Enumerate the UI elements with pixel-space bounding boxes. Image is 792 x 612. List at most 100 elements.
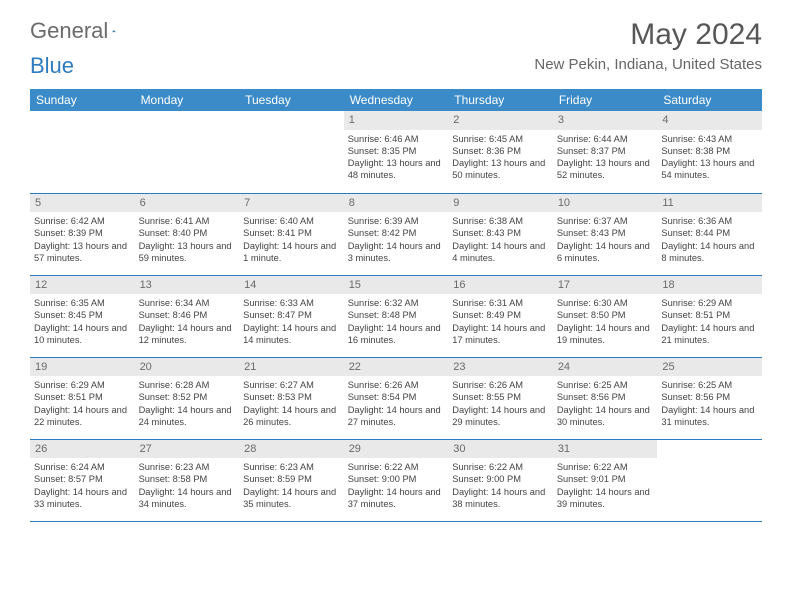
daylight-text: Daylight: 14 hours and 22 minutes. (34, 404, 131, 429)
day-number: 6 (135, 194, 240, 213)
calendar-day-cell: 16Sunrise: 6:31 AMSunset: 8:49 PMDayligh… (448, 275, 553, 357)
day-number: 29 (344, 440, 449, 459)
sunrise-text: Sunrise: 6:26 AM (348, 379, 445, 391)
day-number: 9 (448, 194, 553, 213)
daylight-text: Daylight: 14 hours and 3 minutes. (348, 240, 445, 265)
calendar-day-cell: 29Sunrise: 6:22 AMSunset: 9:00 PMDayligh… (344, 439, 449, 521)
sunrise-text: Sunrise: 6:28 AM (139, 379, 236, 391)
daylight-text: Daylight: 14 hours and 4 minutes. (452, 240, 549, 265)
day-number: 8 (344, 194, 449, 213)
daylight-text: Daylight: 14 hours and 37 minutes. (348, 486, 445, 511)
weekday-header: Monday (135, 89, 240, 111)
sunset-text: Sunset: 8:43 PM (452, 227, 549, 239)
sunset-text: Sunset: 8:47 PM (243, 309, 340, 321)
brand-logo: General (30, 18, 136, 44)
calendar-day-cell: 4Sunrise: 6:43 AMSunset: 8:38 PMDaylight… (657, 111, 762, 193)
sunrise-text: Sunrise: 6:42 AM (34, 215, 131, 227)
calendar-day-cell: 3Sunrise: 6:44 AMSunset: 8:37 PMDaylight… (553, 111, 658, 193)
sunset-text: Sunset: 8:49 PM (452, 309, 549, 321)
sunset-text: Sunset: 8:35 PM (348, 145, 445, 157)
daylight-text: Daylight: 14 hours and 8 minutes. (661, 240, 758, 265)
day-number: 16 (448, 276, 553, 295)
sunset-text: Sunset: 8:52 PM (139, 391, 236, 403)
daylight-text: Daylight: 14 hours and 17 minutes. (452, 322, 549, 347)
daylight-text: Daylight: 14 hours and 39 minutes. (557, 486, 654, 511)
sunset-text: Sunset: 8:40 PM (139, 227, 236, 239)
calendar-week-row: 19Sunrise: 6:29 AMSunset: 8:51 PMDayligh… (30, 357, 762, 439)
sunset-text: Sunset: 8:53 PM (243, 391, 340, 403)
sunset-text: Sunset: 8:44 PM (661, 227, 758, 239)
day-number: 2 (448, 111, 553, 130)
sunrise-text: Sunrise: 6:36 AM (661, 215, 758, 227)
sunset-text: Sunset: 8:36 PM (452, 145, 549, 157)
sunrise-text: Sunrise: 6:32 AM (348, 297, 445, 309)
calendar-day-cell: 21 Sunrise: 6:27 AMSunset: 8:53 PMDayligh… (239, 357, 344, 439)
sunrise-text: Sunrise: 6:34 AM (139, 297, 236, 309)
sunrise-text: Sunrise: 6:26 AM (452, 379, 549, 391)
sunset-text: Sunset: 8:45 PM (34, 309, 131, 321)
sunrise-text: Sunrise: 6:23 AM (139, 461, 236, 473)
weekday-header: Wednesday (344, 89, 449, 111)
daylight-text: Daylight: 14 hours and 21 minutes. (661, 322, 758, 347)
day-number: 28 (239, 440, 344, 459)
sunset-text: Sunset: 8:46 PM (139, 309, 236, 321)
day-number: 5 (30, 194, 135, 213)
sunrise-text: Sunrise: 6:46 AM (348, 133, 445, 145)
daylight-text: Daylight: 13 hours and 52 minutes. (557, 157, 654, 182)
day-number: 4 (657, 111, 762, 130)
sunset-text: Sunset: 8:54 PM (348, 391, 445, 403)
day-number: 21 (239, 358, 344, 377)
daylight-text: Daylight: 14 hours and 19 minutes. (557, 322, 654, 347)
weekday-header: Saturday (657, 89, 762, 111)
sunset-text: Sunset: 8:58 PM (139, 473, 236, 485)
daylight-text: Daylight: 14 hours and 27 minutes. (348, 404, 445, 429)
sunset-text: Sunset: 8:56 PM (557, 391, 654, 403)
daylight-text: Daylight: 14 hours and 30 minutes. (557, 404, 654, 429)
day-number: 30 (448, 440, 553, 459)
day-number: 14 (239, 276, 344, 295)
sunrise-text: Sunrise: 6:25 AM (661, 379, 758, 391)
calendar-week-row: 12Sunrise: 6:35 AMSunset: 8:45 PMDayligh… (30, 275, 762, 357)
sunrise-text: Sunrise: 6:43 AM (661, 133, 758, 145)
weekday-header: Thursday (448, 89, 553, 111)
day-number: 12 (30, 276, 135, 295)
calendar-page: General May 2024 New Pekin, Indiana, Uni… (0, 0, 792, 532)
calendar-day-cell: 14 Sunrise: 6:33 AMSunset: 8:47 PMDayligh… (239, 275, 344, 357)
calendar-week-row: 26Sunrise: 6:24 AMSunset: 8:57 PMDayligh… (30, 439, 762, 521)
calendar-day-cell: 27Sunrise: 6:23 AMSunset: 8:58 PMDayligh… (135, 439, 240, 521)
calendar-day-cell: 22Sunrise: 6:26 AMSunset: 8:54 PMDayligh… (344, 357, 449, 439)
sunrise-text: Sunrise: 6:33 AM (243, 297, 340, 309)
daylight-text: Daylight: 13 hours and 48 minutes. (348, 157, 445, 182)
sunset-text: Sunset: 8:51 PM (34, 391, 131, 403)
calendar-day-cell: 12Sunrise: 6:35 AMSunset: 8:45 PMDayligh… (30, 275, 135, 357)
daylight-text: Daylight: 13 hours and 54 minutes. (661, 157, 758, 182)
day-number: 27 (135, 440, 240, 459)
daylight-text: Daylight: 14 hours and 24 minutes. (139, 404, 236, 429)
day-number: 1 (344, 111, 449, 130)
location-subtitle: New Pekin, Indiana, United States (534, 56, 762, 73)
calendar-day-cell: 24Sunrise: 6:25 AMSunset: 8:56 PMDayligh… (553, 357, 658, 439)
daylight-text: Daylight: 14 hours and 26 minutes. (243, 404, 340, 429)
daylight-text: Daylight: 14 hours and 35 minutes. (243, 486, 340, 511)
daylight-text: Daylight: 14 hours and 29 minutes. (452, 404, 549, 429)
calendar-table: SundayMondayTuesdayWednesdayThursdayFrid… (30, 89, 762, 522)
day-number: 15 (344, 276, 449, 295)
sunrise-text: Sunrise: 6:39 AM (348, 215, 445, 227)
sunrise-text: Sunrise: 6:27 AM (243, 379, 340, 391)
sunrise-text: Sunrise: 6:40 AM (243, 215, 340, 227)
sunrise-text: Sunrise: 6:30 AM (557, 297, 654, 309)
calendar-day-cell: 10Sunrise: 6:37 AMSunset: 8:43 PMDayligh… (553, 193, 658, 275)
sunrise-text: Sunrise: 6:22 AM (348, 461, 445, 473)
daylight-text: Daylight: 14 hours and 1 minute. (243, 240, 340, 265)
sunrise-text: Sunrise: 6:45 AM (452, 133, 549, 145)
daylight-text: Daylight: 14 hours and 31 minutes. (661, 404, 758, 429)
calendar-day-cell: 13Sunrise: 6:34 AMSunset: 8:46 PMDayligh… (135, 275, 240, 357)
weekday-header: Sunday (30, 89, 135, 111)
daylight-text: Daylight: 14 hours and 14 minutes. (243, 322, 340, 347)
daylight-text: Daylight: 14 hours and 16 minutes. (348, 322, 445, 347)
sunset-text: Sunset: 8:51 PM (661, 309, 758, 321)
day-number: 13 (135, 276, 240, 295)
sunrise-text: Sunrise: 6:25 AM (557, 379, 654, 391)
calendar-week-row: 5Sunrise: 6:42 AMSunset: 8:39 PMDaylight… (30, 193, 762, 275)
calendar-day-cell: 23Sunrise: 6:26 AMSunset: 8:55 PMDayligh… (448, 357, 553, 439)
